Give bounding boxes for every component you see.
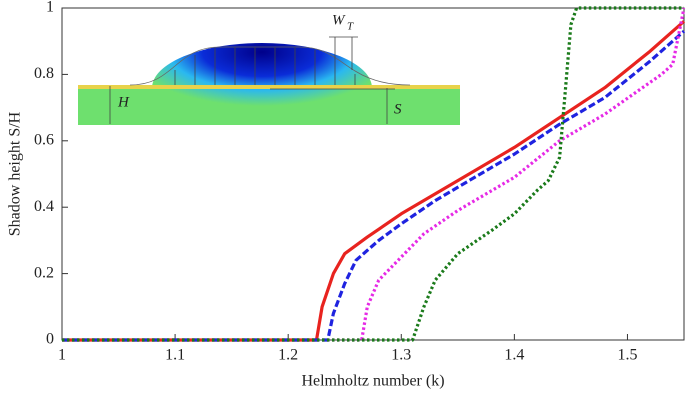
- x-tick-label: 1: [58, 347, 66, 364]
- y-axis-label: Shadow height S/H: [7, 111, 24, 236]
- x-tick-label: 1.3: [391, 347, 411, 364]
- y-tick-label: 0.6: [34, 131, 54, 148]
- inset: H S W T: [78, 12, 460, 145]
- series-line: [62, 7, 685, 342]
- x-tick-label: 1.4: [504, 347, 524, 364]
- inset-label: T: [347, 21, 354, 33]
- x-axis-label: Helmholtz number (k): [301, 373, 444, 390]
- y-tick-label: 0.4: [34, 198, 54, 215]
- x-tick-label: 1.5: [617, 347, 637, 364]
- y-tick-label: 1: [46, 0, 54, 16]
- inset-profile: [129, 46, 411, 86]
- y-tick-label: 0.2: [34, 264, 54, 281]
- y-tick-label: 0: [46, 331, 54, 348]
- inset-surface: [78, 85, 460, 89]
- x-tick-label: 1.1: [165, 347, 185, 364]
- inset-label: W: [332, 12, 346, 28]
- series-line: [62, 20, 685, 342]
- x-tick-label: 1.2: [278, 347, 298, 364]
- series-line: [62, 6, 684, 342]
- inset-label: H: [117, 94, 130, 110]
- inset-label: S: [394, 101, 402, 117]
- y-tick-label: 0.8: [34, 65, 54, 82]
